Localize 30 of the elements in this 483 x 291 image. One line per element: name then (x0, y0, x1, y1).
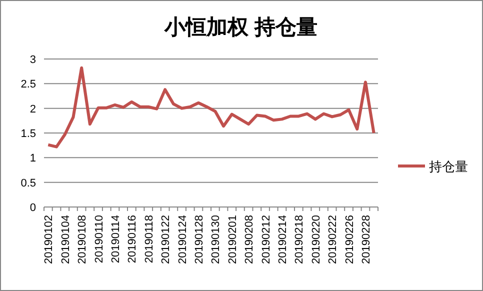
x-tick-label: 20190214 (276, 215, 289, 264)
y-tick-label: 0 (30, 202, 36, 214)
x-tick-label: 20190104 (60, 215, 72, 264)
x-tick-label: 20190110 (93, 215, 106, 264)
x-tick-label: 20190118 (143, 215, 156, 264)
line-series (46, 66, 376, 148)
x-tick-label: 20190116 (126, 215, 139, 264)
x-tick-label: 20190218 (294, 215, 306, 264)
x-tick-label: 20190201 (226, 215, 239, 264)
x-tick-label: 20190212 (260, 215, 272, 264)
y-tick-label: 1.5 (20, 128, 36, 140)
x-tick-label: 20190102 (43, 215, 56, 264)
x-tick-label: 20190208 (244, 215, 256, 264)
x-tick-label: 20190114 (110, 215, 122, 264)
chart-title: 小恒加权 持仓量 (164, 16, 318, 39)
x-tick-label: 20190222 (327, 215, 340, 264)
x-tick-label: 20190228 (360, 215, 372, 264)
x-tick-label: 20190226 (344, 215, 356, 264)
y-tick-label: 2 (30, 103, 36, 116)
x-tick-label: 20190130 (210, 215, 222, 264)
y-tick-label: 3 (30, 54, 36, 66)
x-tick-label: 20190124 (176, 215, 189, 264)
x-tick-label: 20190108 (76, 215, 89, 264)
legend-label: 持仓量 (429, 159, 468, 174)
x-tick-label: 20190122 (160, 215, 172, 264)
y-tick-label: 0.5 (20, 177, 36, 190)
y-tick-label: 1 (30, 152, 36, 165)
x-tick-label: 20190128 (193, 215, 206, 264)
x-tick-label: 20190220 (310, 215, 322, 264)
y-tick-label: 2.5 (20, 78, 36, 91)
